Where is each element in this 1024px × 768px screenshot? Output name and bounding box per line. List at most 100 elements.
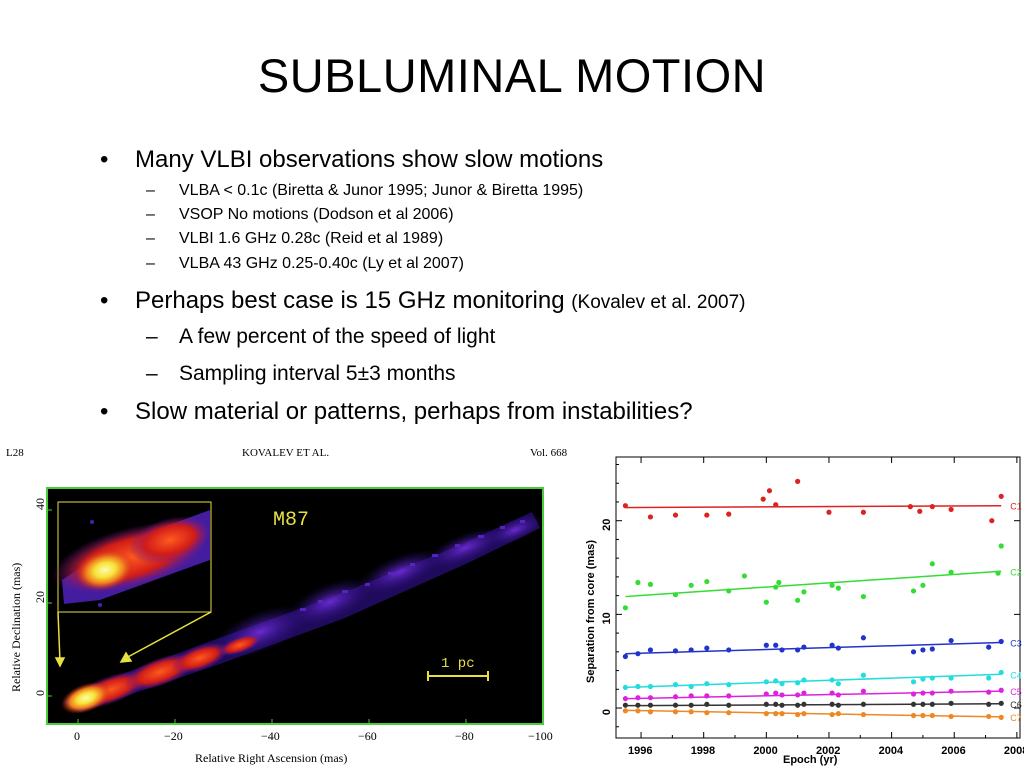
data-point (635, 651, 641, 657)
object-label: M87 (273, 509, 309, 532)
data-point (688, 702, 694, 708)
x-tick-label: −80 (455, 729, 474, 743)
series-label: C3 (1010, 638, 1022, 648)
data-point (779, 711, 785, 717)
data-point (986, 644, 992, 650)
x-tick-label: 2002 (816, 745, 840, 757)
x-tick-label: 2006 (941, 745, 965, 757)
data-point (773, 690, 779, 696)
data-point (917, 508, 923, 514)
data-point (948, 637, 954, 644)
data-point (622, 684, 628, 691)
data-point (773, 701, 779, 707)
bullet-text: Perhaps best case is 15 GHz monitoring (… (135, 287, 745, 315)
data-point (929, 712, 935, 719)
data-point (779, 702, 785, 708)
sub-bullet-symbol: – (146, 182, 155, 199)
data-point (763, 679, 769, 685)
sub-bullet-symbol: – (146, 230, 155, 247)
y-tick-label: 40 (33, 498, 47, 510)
data-point (920, 712, 926, 719)
sub-bullet-text: VLBI 1.6 GHz 0.28c (Reid et al 1989) (179, 230, 444, 247)
data-point (829, 677, 835, 683)
data-point (763, 691, 769, 697)
data-point (835, 585, 841, 591)
fit-line (625, 703, 1002, 707)
data-point (998, 669, 1004, 676)
scale-bar: 1 pc (427, 656, 489, 681)
data-point (860, 509, 867, 515)
data-point (948, 675, 954, 681)
y-tick-label: 0 (601, 709, 613, 715)
fit-line (625, 673, 1002, 689)
fit-lines (625, 504, 1002, 718)
data-point (860, 701, 867, 707)
data-point (760, 496, 766, 502)
data-point (726, 710, 732, 716)
data-point (998, 687, 1004, 693)
data-point (929, 690, 935, 696)
series-label: C4 (1010, 670, 1022, 680)
data-point (622, 708, 628, 714)
x-tick-label: −20 (164, 729, 183, 743)
data-point (704, 710, 710, 716)
data-point (920, 647, 926, 653)
data-point (826, 509, 832, 515)
data-point (829, 690, 835, 696)
data-point (948, 688, 954, 694)
data-point (726, 511, 732, 517)
data-point (910, 712, 917, 719)
data-point (929, 504, 935, 510)
y-tick-label: 10 (601, 612, 613, 624)
scale-label: 1 pc (441, 656, 475, 672)
data-point (829, 711, 835, 718)
data-point (647, 695, 654, 701)
x-tick-label: −40 (261, 729, 280, 743)
data-point (829, 642, 835, 648)
data-point (688, 683, 694, 690)
x-tick-label: 1996 (628, 745, 652, 757)
series-label: C1 (1010, 502, 1022, 512)
series-labels: C1 C2 C3 C4 C5 C6 C7 (1010, 502, 1022, 723)
y-tick-label: 20 (601, 519, 613, 531)
bullet-text: Many VLBI observations show slow motions (135, 146, 604, 173)
data-point (622, 653, 628, 660)
data-point (622, 702, 628, 708)
data-point (795, 647, 801, 653)
data-point (998, 700, 1004, 706)
data-point (704, 681, 710, 687)
data-point (704, 578, 710, 585)
bullet-text: Slow material or patterns, perhaps from … (135, 398, 693, 425)
series-label: C7 (1010, 713, 1022, 723)
data-point (647, 581, 654, 587)
data-point (948, 700, 954, 706)
data-point (801, 711, 807, 717)
data-point (776, 579, 782, 586)
x-tick-label: 0 (74, 729, 80, 743)
data-point (920, 582, 926, 588)
sub-bullet-symbol: – (146, 362, 158, 385)
data-point (647, 683, 654, 690)
data-point (647, 647, 654, 653)
sub-bullet-text: VSOP No motions (Dodson et al 2006) (179, 206, 454, 223)
data-point (835, 711, 841, 717)
data-point (910, 701, 917, 707)
fit-line (625, 690, 1002, 700)
data-point (635, 695, 641, 701)
data-point (672, 592, 679, 598)
data-point (998, 714, 1004, 720)
x-tick-label: 1998 (691, 745, 715, 757)
data-point (920, 690, 926, 696)
data-point (647, 702, 654, 708)
data-point (779, 681, 785, 687)
series-label: C2 (1010, 567, 1022, 577)
separation-chart: 1996 1998 2000 2002 2004 2006 2008 0 10 20 C1 C2 C3… (585, 456, 1024, 766)
data-point (986, 701, 992, 707)
sub-bullet-text: Sampling interval 5±3 months (179, 362, 456, 385)
data-point (672, 694, 679, 700)
bullet-symbol: • (100, 398, 109, 425)
data-point (835, 692, 841, 698)
data-point (622, 503, 628, 509)
x-tick-label: 2000 (753, 745, 777, 757)
figure-header-page: L28 (6, 447, 24, 459)
